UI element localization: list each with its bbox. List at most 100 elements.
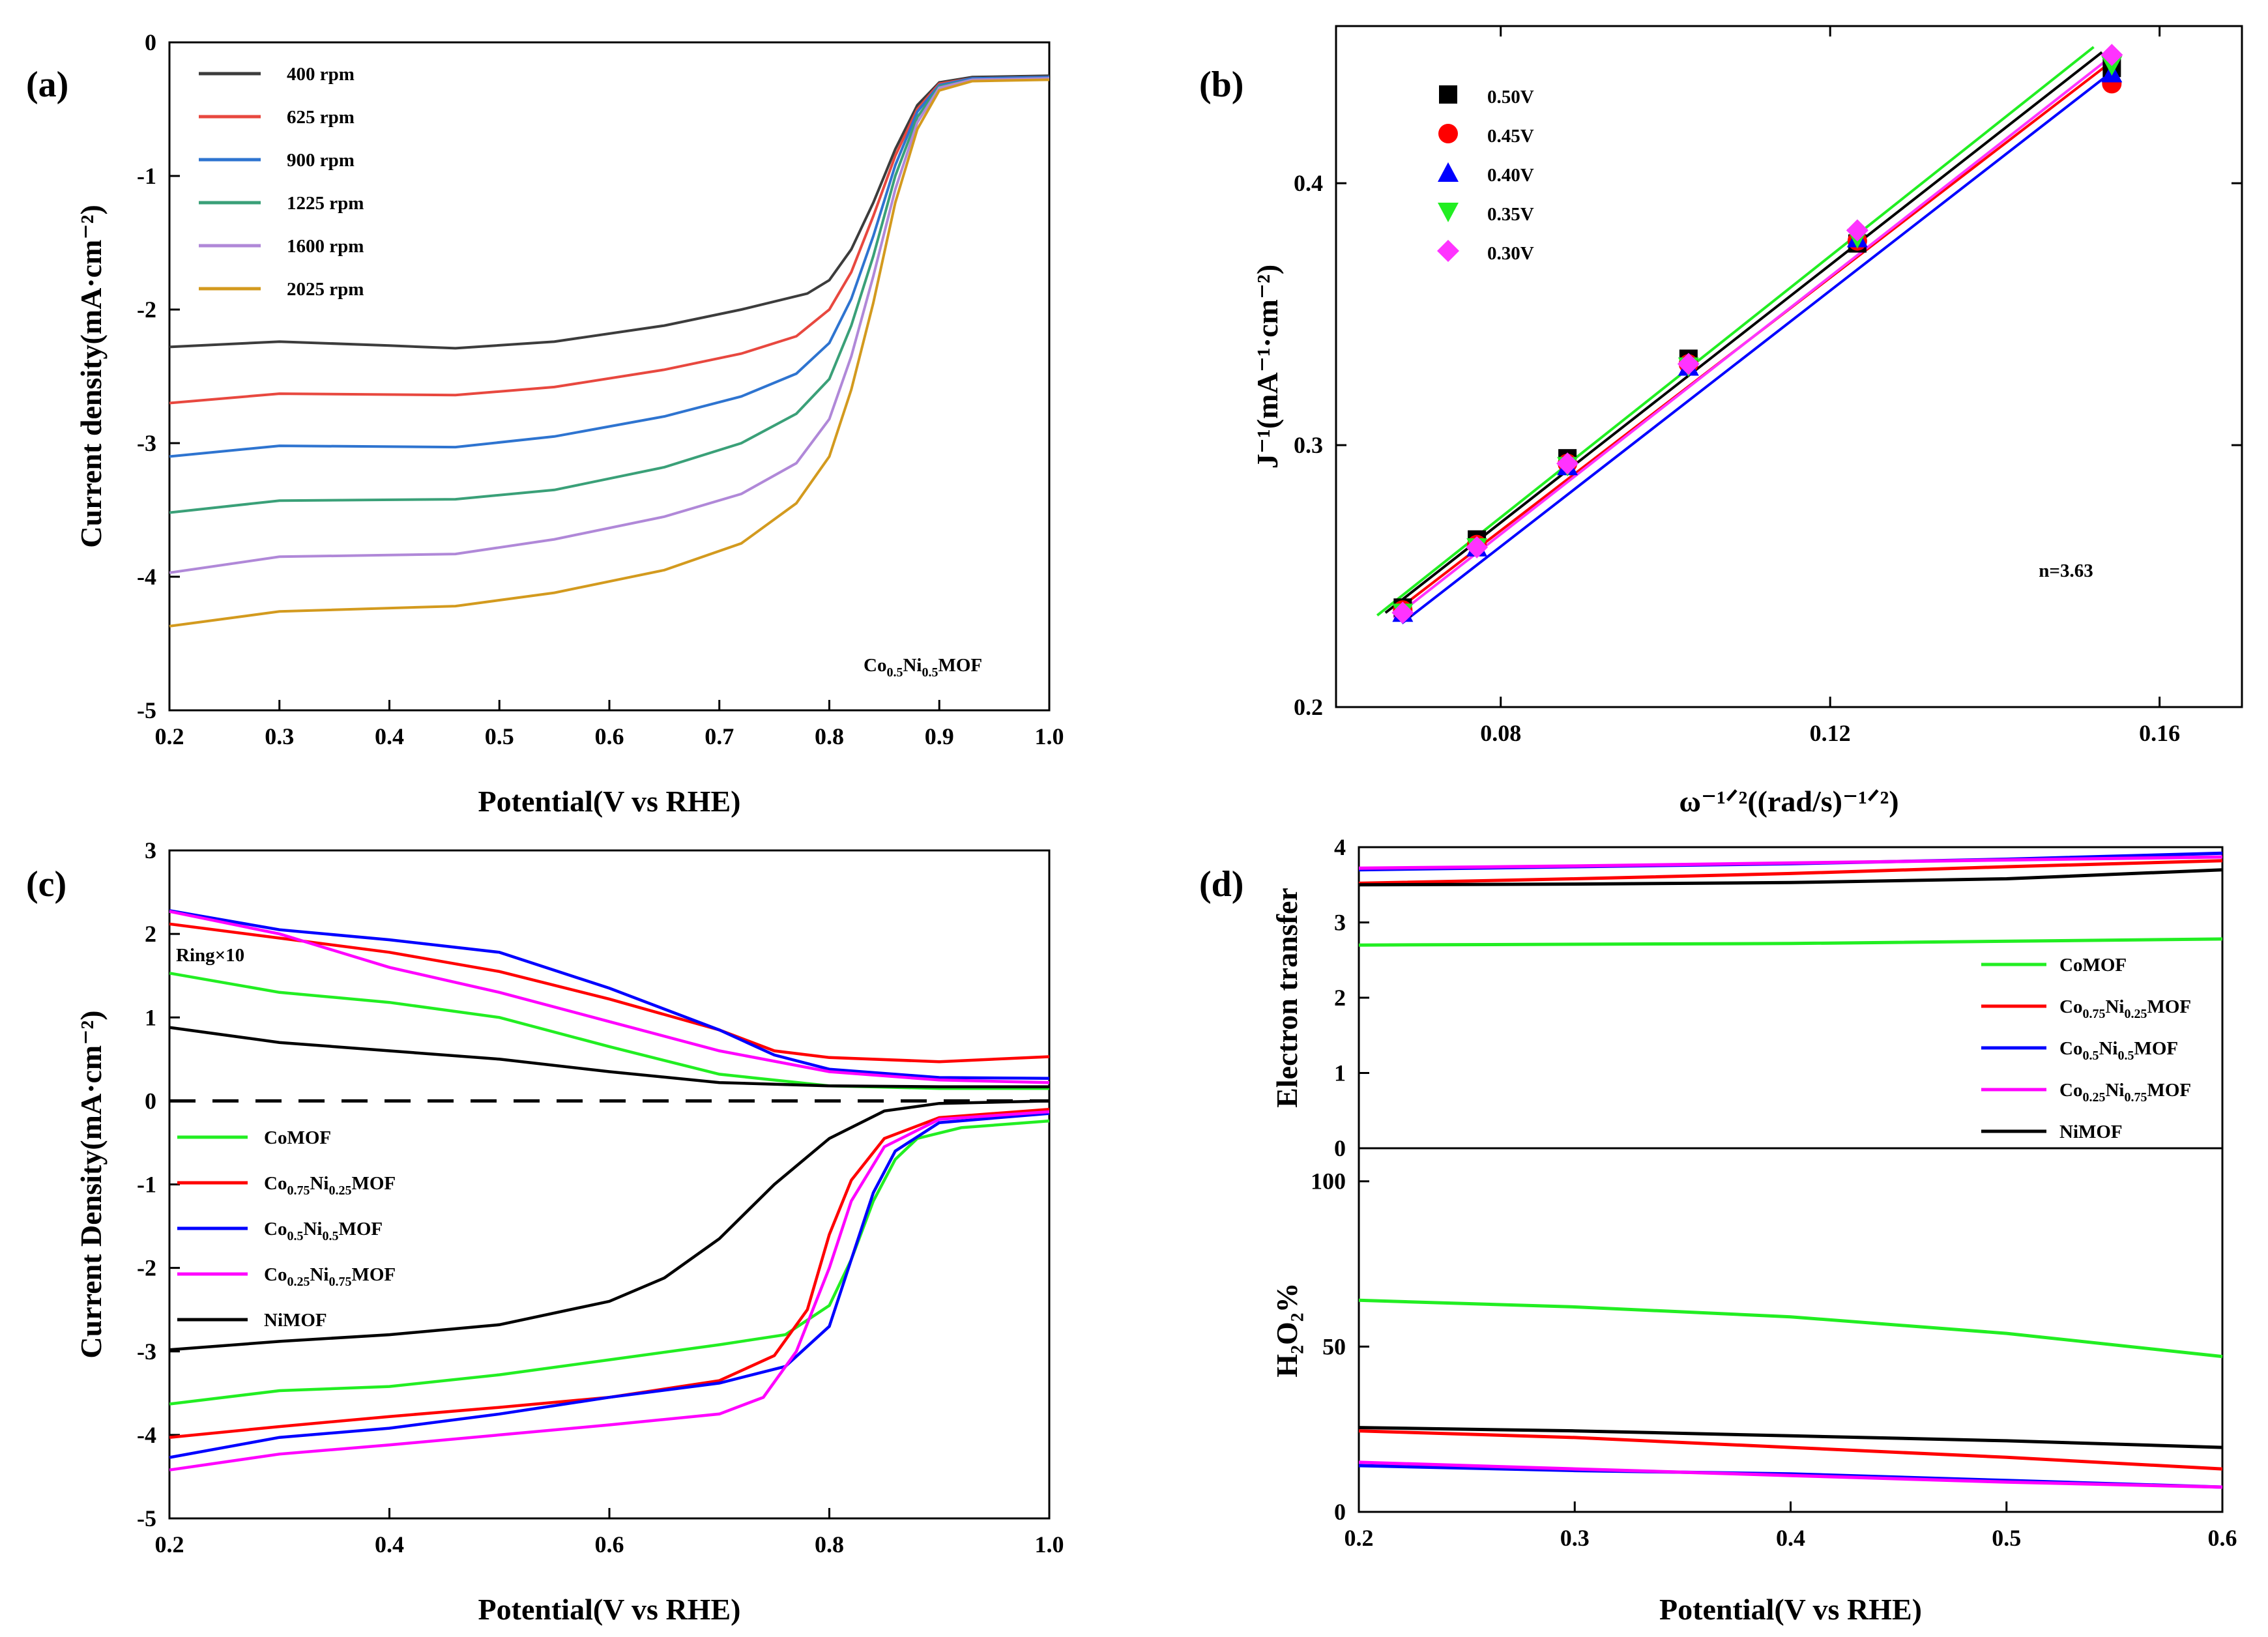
electron-line-Co0.75Ni0.25MOF <box>1358 859 2223 885</box>
legend-label: 625 rpm <box>287 107 355 128</box>
x-axis-title: Potential(V vs RHE) <box>478 785 741 818</box>
y-tick-label: 3 <box>145 837 156 863</box>
y-axis-title: J⁻¹(mA⁻¹·cm⁻²) <box>1251 265 1284 469</box>
series-line-400-rpm <box>169 74 1050 350</box>
h2o2-line-CoMOF <box>1358 1298 2223 1359</box>
x-tick-label: 0.08 <box>1480 720 1521 746</box>
x-axis-title: Potential(V vs RHE) <box>1659 1593 1922 1626</box>
y-tick-label: -1 <box>137 1172 156 1198</box>
data-point <box>1677 353 1700 375</box>
legend-label: Co0.5Ni0.5MOF <box>264 1219 383 1243</box>
series-line-2025-rpm <box>169 78 1050 628</box>
legend-label: 1225 rpm <box>287 193 364 214</box>
panel-label: (c) <box>26 864 66 905</box>
ring-line-Co0.25Ni0.75MOF <box>169 910 1050 1084</box>
x-tick-label: 0.5 <box>485 723 514 749</box>
y-tick-label: -5 <box>137 1505 156 1531</box>
y-axis-title-top: Electron transfer <box>1270 888 1303 1108</box>
y-tick-label: -4 <box>137 564 156 590</box>
data-point <box>1846 219 1868 242</box>
data-point <box>1438 203 1459 222</box>
fit-line-0.30V <box>1393 56 2112 619</box>
legend-label: Co0.75Ni0.25MOF <box>264 1173 396 1198</box>
panel-label: (d) <box>1199 864 1243 905</box>
data-point <box>1466 536 1489 558</box>
y-tick-label: -3 <box>137 430 156 456</box>
y-tick-label: 0.2 <box>1294 694 1323 720</box>
x-axis-title: Potential(V vs RHE) <box>478 1593 741 1626</box>
legend-label: 0.30V <box>1487 243 1534 264</box>
x-tick-label: 0.2 <box>155 1531 184 1557</box>
x-tick-label: 0.12 <box>1810 720 1851 746</box>
fit-line-0.40V <box>1401 72 2112 624</box>
legend-label: NiMOF <box>2059 1122 2123 1142</box>
y-tick-label: 2 <box>1334 985 1346 1011</box>
data-point <box>1391 601 1414 624</box>
legend-label: Co0.5Ni0.5MOF <box>2059 1038 2178 1063</box>
x-tick-label: 0.2 <box>155 723 184 749</box>
y-tick-label: -2 <box>137 297 156 323</box>
y-tick-label: 0 <box>1334 1499 1346 1525</box>
x-tick-label: 0.16 <box>2139 720 2180 746</box>
y-tick-label: 4 <box>1334 834 1346 860</box>
x-tick-label: 0.5 <box>1992 1525 2021 1551</box>
ring-line-Co0.75Ni0.25MOF <box>169 922 1050 1064</box>
panel-label: (a) <box>26 65 68 105</box>
legend-label: 900 rpm <box>287 150 355 171</box>
y-axis-title: Current density(mA·cm⁻²) <box>74 205 108 548</box>
x-tick-label: 0.7 <box>705 723 734 749</box>
y-tick-label: -3 <box>137 1339 156 1365</box>
panel-annotation: n=3.63 <box>2039 560 2093 581</box>
x-tick-label: 0.3 <box>1560 1525 1590 1551</box>
series-line-1600-rpm <box>169 77 1050 574</box>
electron-line-CoMOF <box>1358 937 2223 947</box>
legend-label: CoMOF <box>264 1127 331 1148</box>
y-tick-label: 0 <box>145 29 156 55</box>
legend-label: Co0.75Ni0.25MOF <box>2059 996 2191 1021</box>
disk-line-Co0.25Ni0.75MOF <box>169 1110 1050 1471</box>
panel-b: 0.08 0.12 0.16 0.2 0.3 0.4 0.50V 0.45V 0.40V 0.35… <box>1199 25 2243 818</box>
y-tick-label: -2 <box>137 1255 156 1281</box>
x-tick-label: 0.9 <box>925 723 954 749</box>
x-tick-label: 0.6 <box>2208 1525 2237 1551</box>
y-tick-label: 0 <box>1334 1135 1346 1161</box>
data-point <box>1437 240 1459 262</box>
electron-line-Co0.25Ni0.75MOF <box>1358 855 2223 870</box>
ring-line-NiMOF <box>169 1026 1049 1088</box>
panel-annotation: Co0.5Ni0.5MOF <box>864 655 982 680</box>
data-point <box>2101 56 2123 76</box>
ring-line-Co0.5Ni0.5MOF <box>169 909 1050 1080</box>
x-tick-label: 1.0 <box>1035 1531 1064 1557</box>
x-tick-label: 0.8 <box>815 723 844 749</box>
legend-label: 0.50V <box>1487 87 1534 108</box>
h2o2-line-Co0.25Ni0.75MOF <box>1358 1460 2223 1489</box>
y-tick-label: 1 <box>145 1004 156 1030</box>
x-tick-label: 0.2 <box>1345 1525 1374 1551</box>
y-tick-label: -4 <box>137 1422 156 1448</box>
ring-annotation: Ring×10 <box>176 945 244 966</box>
y-tick-label: 1 <box>1334 1060 1346 1086</box>
x-tick-label: 0.6 <box>595 1531 624 1557</box>
y-axis-title: Current Density(mA·cm⁻²) <box>74 1010 108 1358</box>
y-tick-label: -5 <box>137 697 156 723</box>
fit-line-0.50V <box>1384 51 2103 614</box>
y-tick-label: 0.3 <box>1294 432 1323 458</box>
data-point <box>1438 162 1459 182</box>
y-tick-label: 0 <box>145 1088 156 1114</box>
disk-line-Co0.75Ni0.25MOF <box>169 1107 1050 1439</box>
panel-b-frame <box>1335 25 2243 708</box>
x-tick-label: 0.8 <box>815 1531 844 1557</box>
y-tick-label: -1 <box>137 163 156 189</box>
legend-label: 0.35V <box>1487 204 1534 225</box>
disk-line-NiMOF <box>169 1099 1050 1352</box>
y-axis-title-bottom: H₂O₂% <box>1270 1282 1303 1377</box>
x-tick-label: 0.4 <box>1776 1525 1805 1551</box>
panel-a: 0.2 0.3 0.4 0.5 0.6 0.7 0.8 0.9 1.0 -5 -4 -3 -2 -1 0 40… <box>26 29 1064 818</box>
legend-label: 2025 rpm <box>287 279 364 300</box>
panel-label: (b) <box>1199 65 1243 105</box>
h2o2-line-NiMOF <box>1358 1426 2223 1449</box>
disk-line-CoMOF <box>169 1119 1050 1406</box>
x-tick-label: 1.0 <box>1035 723 1064 749</box>
x-tick-label: 0.6 <box>595 723 624 749</box>
